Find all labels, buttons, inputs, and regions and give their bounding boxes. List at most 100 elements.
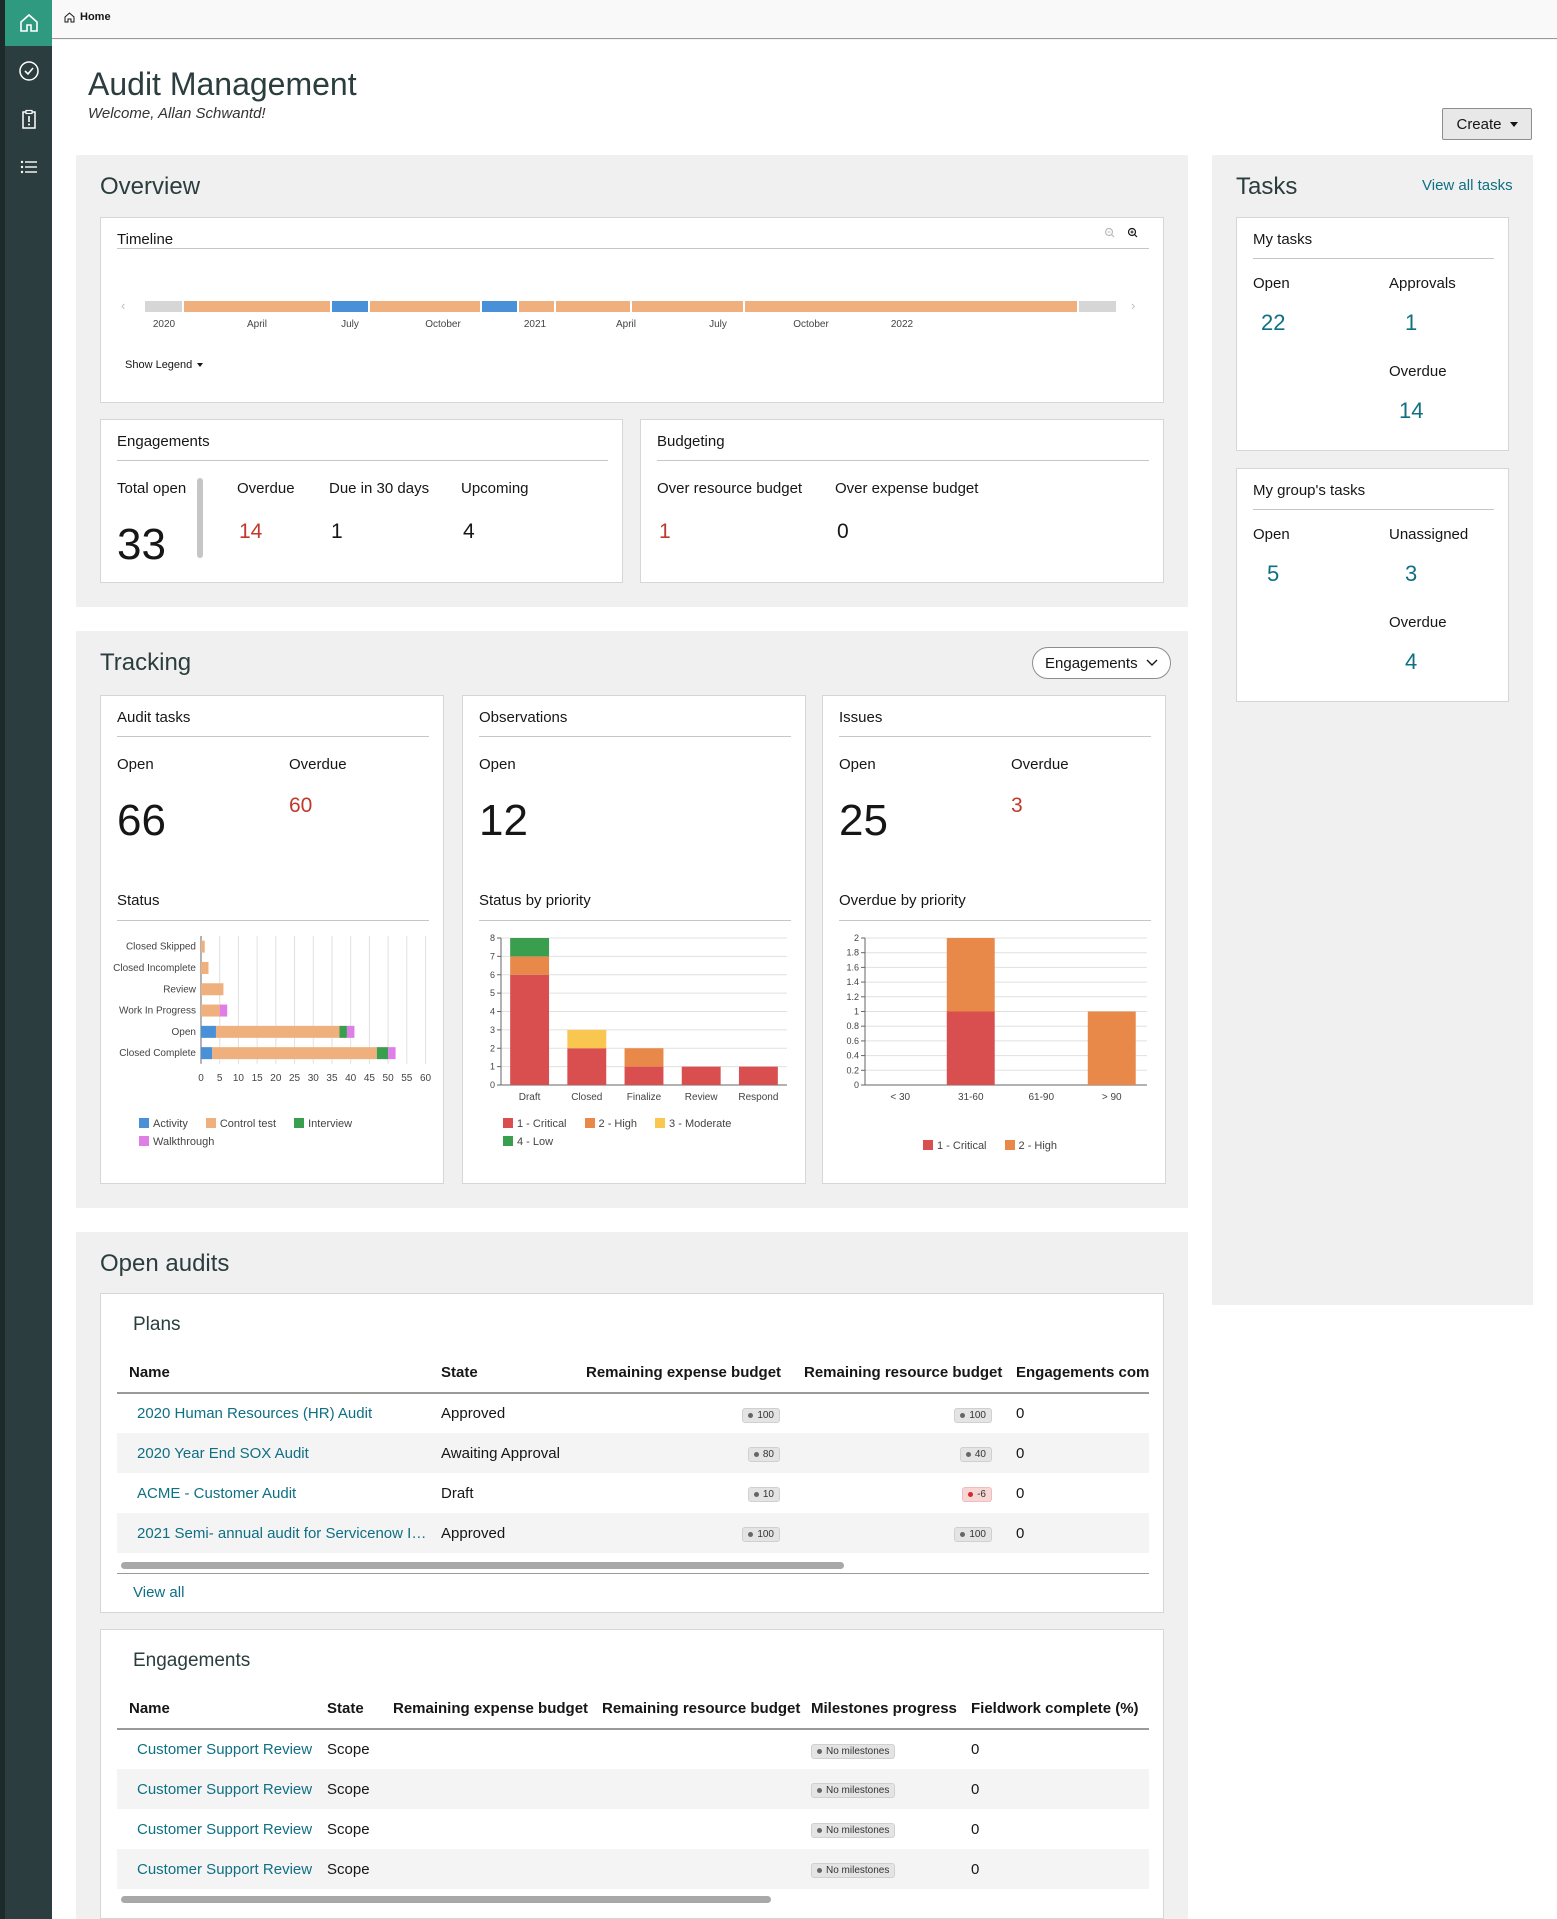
status-legend-item[interactable]: Walkthrough <box>139 1136 214 1148</box>
bar-segment[interactable] <box>510 956 550 975</box>
bar-segment[interactable] <box>212 1047 377 1060</box>
bar-segment[interactable] <box>346 1025 355 1038</box>
bar-segment[interactable] <box>201 983 224 996</box>
record-link[interactable]: Customer Support Review <box>137 1820 313 1838</box>
record-link[interactable]: Customer Support Review <box>137 1780 313 1798</box>
bar-segment[interactable] <box>1087 1011 1136 1086</box>
audit-open-value[interactable]: 66 <box>117 796 166 845</box>
bar-segment[interactable] <box>376 1047 389 1060</box>
observations-legend-item[interactable]: 2 - High <box>584 1118 637 1130</box>
overdue-value[interactable]: 14 <box>239 520 263 543</box>
bar-segment[interactable] <box>388 1047 396 1060</box>
my-tasks-overdue-value[interactable]: 14 <box>1399 398 1424 423</box>
column-header[interactable]: Remaining expense budget <box>574 1353 792 1394</box>
bar-segment[interactable] <box>215 1025 340 1038</box>
issues-legend-item[interactable]: 2 - High <box>1004 1140 1057 1152</box>
approvals-value[interactable]: 1 <box>1405 310 1418 335</box>
bar-segment[interactable] <box>201 961 209 974</box>
bar-segment[interactable] <box>201 1004 220 1017</box>
group-open-value[interactable]: 5 <box>1267 561 1280 586</box>
status-legend-item[interactable]: Activity <box>139 1118 188 1130</box>
over-resource-value[interactable]: 1 <box>659 520 671 543</box>
table-row[interactable]: Customer Support Review Scope No milestone… <box>117 1769 1149 1809</box>
plans-horizontal-scrollbar[interactable] <box>121 1562 844 1569</box>
timeline-prev-icon[interactable]: ‹ <box>121 298 125 313</box>
my-tasks-divider <box>1253 258 1494 259</box>
audit-overdue-value[interactable]: 60 <box>289 794 313 817</box>
bar-segment[interactable] <box>339 1025 347 1038</box>
bar-segment[interactable] <box>201 940 205 953</box>
bar-segment[interactable] <box>946 1011 995 1086</box>
create-button[interactable]: Create <box>1442 108 1532 140</box>
status-legend-item[interactable]: Control test <box>205 1118 276 1130</box>
bar-segment[interactable] <box>567 1048 607 1085</box>
breadcrumb[interactable]: Home <box>64 11 111 23</box>
table-row[interactable]: 2021 Semi- annual audit for Servicenow I… <box>117 1513 1149 1553</box>
bar-segment[interactable] <box>219 1004 228 1017</box>
observations-legend-item[interactable]: 3 - Moderate <box>655 1118 731 1130</box>
issues-overdue-value[interactable]: 3 <box>1011 794 1023 817</box>
table-row[interactable]: Customer Support Review Scope No milestone… <box>117 1849 1149 1889</box>
issues-legend-item[interactable]: 1 - Critical <box>923 1140 987 1152</box>
record-link[interactable]: Customer Support Review <box>137 1860 313 1878</box>
bar-segment[interactable] <box>946 938 995 1012</box>
status-legend-item[interactable]: Interview <box>294 1118 352 1130</box>
unassigned-value[interactable]: 3 <box>1405 561 1418 586</box>
record-link[interactable]: ACME - Customer Audit <box>137 1484 297 1502</box>
column-header[interactable]: Milestones progress <box>799 1689 959 1730</box>
my-tasks-open-value[interactable]: 22 <box>1261 310 1286 335</box>
column-header[interactable]: Engagements com <box>1004 1353 1149 1394</box>
due-30-value[interactable]: 1 <box>331 520 343 543</box>
bar-segment[interactable] <box>738 1066 778 1085</box>
column-header[interactable]: Name <box>117 1353 429 1394</box>
over-expense-value[interactable]: 0 <box>837 520 849 543</box>
bar-segment[interactable] <box>624 1048 664 1067</box>
engagements-horizontal-scrollbar[interactable] <box>121 1896 771 1903</box>
group-overdue-value[interactable]: 4 <box>1405 649 1418 674</box>
bar-segment[interactable] <box>510 938 550 957</box>
record-link[interactable]: Customer Support Review <box>137 1741 313 1758</box>
plans-view-all-link[interactable]: View all <box>133 1584 185 1601</box>
column-header[interactable]: Remaining resource budget <box>792 1353 1004 1394</box>
total-open-value[interactable]: 33 <box>117 520 166 569</box>
x-tick-label: > 90 <box>1102 1092 1122 1103</box>
timeline-next-icon[interactable]: › <box>1131 298 1135 313</box>
bar-segment[interactable] <box>510 974 550 1085</box>
clipboard-alert-icon[interactable] <box>5 96 52 142</box>
column-header[interactable]: Remaining expense budget <box>381 1689 590 1730</box>
checkmark-circle-icon[interactable] <box>5 48 52 94</box>
bar-segment[interactable] <box>567 1029 607 1049</box>
zoom-in-icon[interactable] <box>1127 227 1138 238</box>
column-header[interactable]: Remaining resource budget <box>590 1689 800 1730</box>
table-row[interactable]: Customer Support Review Scope No milestone… <box>117 1729 1149 1769</box>
record-link[interactable]: 2020 Human Resources (HR) Audit <box>137 1405 373 1422</box>
timeline-segment <box>184 301 330 312</box>
view-all-tasks-link[interactable]: View all tasks <box>1422 177 1513 194</box>
bar-segment[interactable] <box>201 1047 213 1060</box>
bar-segment[interactable] <box>624 1066 664 1085</box>
column-header[interactable]: State <box>429 1353 574 1394</box>
record-link[interactable]: 2020 Year End SOX Audit <box>137 1444 309 1462</box>
column-header[interactable]: State <box>315 1689 381 1730</box>
upcoming-value[interactable]: 4 <box>463 520 475 543</box>
zoom-out-icon[interactable] <box>1104 227 1115 238</box>
observations-legend-item[interactable]: 4 - Low <box>503 1136 553 1148</box>
table-row[interactable]: Customer Support Review Scope No milestone… <box>117 1809 1149 1849</box>
rail-strip <box>0 0 5 1919</box>
record-link[interactable]: 2021 Semi- annual audit for Servicenow I… <box>137 1524 427 1542</box>
list-icon[interactable] <box>5 144 52 190</box>
column-header[interactable]: Name <box>117 1689 315 1730</box>
issues-open-value[interactable]: 25 <box>839 796 888 845</box>
observations-legend-item[interactable]: 1 - Critical <box>503 1118 567 1130</box>
breadcrumb-home[interactable]: Home <box>80 11 111 23</box>
column-header[interactable]: Fieldwork complete (%) <box>959 1689 1149 1730</box>
table-row[interactable]: 2020 Year End SOX Audit Awaiting Approval… <box>117 1433 1149 1473</box>
tracking-filter-dropdown[interactable]: Engagements <box>1032 647 1171 679</box>
show-legend-toggle[interactable]: Show Legend <box>125 359 204 371</box>
table-row[interactable]: ACME - Customer Audit Draft 10 -6 0 <box>117 1473 1149 1513</box>
home-icon[interactable] <box>5 0 52 46</box>
table-row[interactable]: 2020 Human Resources (HR) Audit Approved 1… <box>117 1393 1149 1433</box>
bar-segment[interactable] <box>201 1025 216 1038</box>
observations-open-value[interactable]: 12 <box>479 796 528 845</box>
bar-segment[interactable] <box>681 1066 721 1085</box>
